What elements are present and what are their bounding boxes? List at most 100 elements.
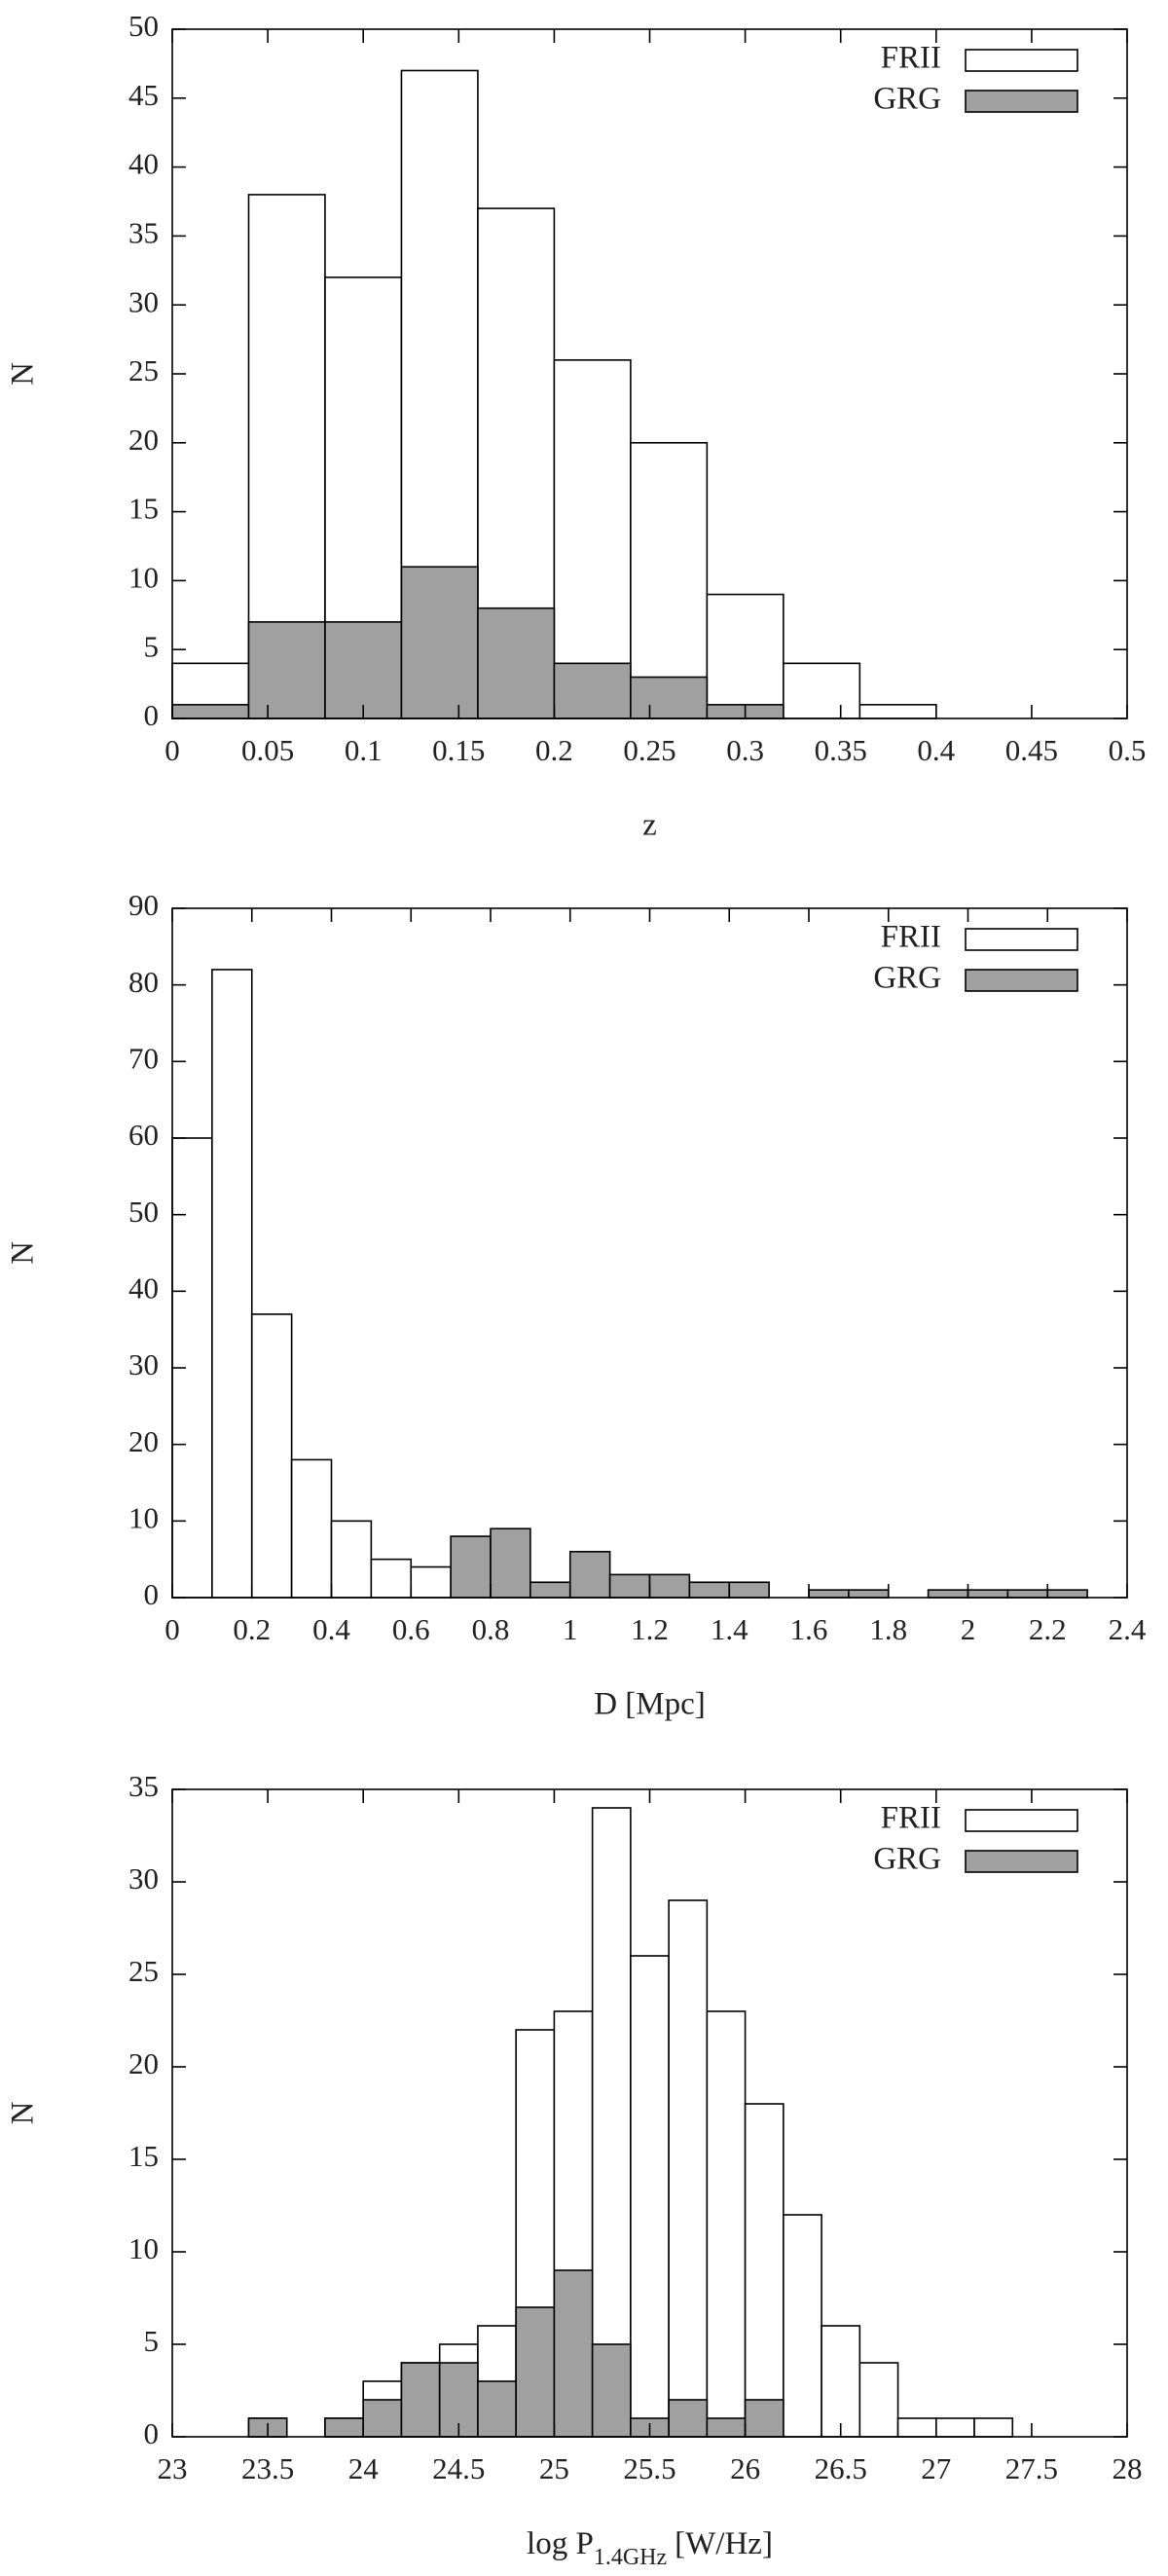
histogram-bar	[568, 1551, 611, 1599]
histogram-bar	[324, 2417, 364, 2438]
y-tick-label: 20	[128, 2046, 159, 2080]
y-tick-label: 50	[128, 1195, 159, 1229]
x-tick-label: 2.2	[1029, 1612, 1067, 1646]
x-tick-label: 1.2	[631, 1612, 669, 1646]
y-tick-label: 30	[128, 1347, 159, 1381]
legend-swatch	[965, 1809, 1078, 1832]
y-tick-label: 10	[128, 2231, 159, 2265]
histogram-bar	[848, 1589, 890, 1599]
legend-swatch	[965, 969, 1078, 992]
x-tick-label: 1	[563, 1612, 578, 1646]
y-tick-label: 15	[128, 2139, 159, 2173]
x-tick-label: 23.5	[241, 2451, 294, 2485]
histogram-bar	[553, 2269, 594, 2438]
histogram-bar	[858, 704, 937, 719]
histogram-bar	[171, 704, 250, 719]
x-tick-label: 0.3	[726, 733, 764, 767]
x-tick-label: 0.25	[623, 733, 675, 767]
histogram-bar	[858, 2362, 899, 2438]
histogram-bar	[668, 2399, 709, 2438]
legend-swatch	[965, 49, 1078, 72]
histogram-bar	[1046, 1589, 1088, 1599]
histogram-bar	[362, 2399, 403, 2438]
histogram-bar	[591, 1807, 632, 2438]
histogram-bar	[896, 2417, 937, 2438]
histogram-bar	[410, 1565, 452, 1599]
y-tick-label: 70	[128, 1041, 159, 1075]
x-tick-label: 0	[164, 1612, 180, 1646]
legend-swatch	[965, 90, 1078, 113]
histogram-bar	[608, 1573, 651, 1599]
x-tick-label: 23	[158, 2451, 188, 2485]
x-tick-label: 27	[921, 2451, 951, 2485]
histogram-bar	[450, 1535, 492, 1599]
legend-swatch	[965, 928, 1078, 951]
y-tick-label: 0	[144, 2416, 160, 2450]
x-tick-label: 0.45	[1005, 733, 1058, 767]
y-tick-label: 30	[128, 284, 159, 318]
x-axis-label: D [Mpc]	[594, 1687, 706, 1722]
x-axis-label-part: [W/Hz]	[675, 2526, 773, 2561]
histogram-bar	[490, 1527, 531, 1599]
y-tick-label: 60	[128, 1118, 159, 1152]
legend-label: FRII	[881, 41, 941, 76]
histogram-bar	[783, 662, 861, 719]
histogram-bar	[591, 2343, 632, 2438]
legend-label: FRII	[881, 920, 941, 955]
x-tick-label: 24	[348, 2451, 380, 2485]
histogram-bar	[1006, 1589, 1049, 1599]
histogram-bar	[630, 676, 709, 719]
histogram-bar	[821, 2325, 861, 2438]
x-tick-label: 1.4	[711, 1612, 748, 1646]
histogram-bar	[706, 2417, 747, 2438]
x-tick-label: 0.2	[535, 733, 573, 767]
histogram-bar	[553, 359, 632, 719]
y-tick-label: 40	[128, 1270, 159, 1305]
histogram-bar	[515, 2306, 556, 2438]
histogram-bar	[744, 2103, 785, 2438]
histogram-bar	[706, 2010, 747, 2438]
histogram-bar	[247, 621, 326, 719]
histogram-bar	[553, 662, 632, 719]
y-tick-label: 5	[144, 629, 160, 663]
y-tick-label: 10	[128, 561, 159, 595]
histogram-bar	[370, 1558, 413, 1599]
y-tick-label: 15	[128, 492, 159, 526]
histogram-bar	[973, 2417, 1014, 2438]
x-tick-label: 0	[164, 733, 180, 767]
y-axis-label: N	[6, 2101, 41, 2124]
histogram-bar	[808, 1589, 850, 1599]
x-tick-label: 1.6	[790, 1612, 828, 1646]
histogram-bar	[400, 2362, 441, 2438]
y-tick-label: 80	[128, 965, 159, 999]
x-tick-label: 0.35	[815, 733, 867, 767]
y-tick-label: 90	[128, 888, 159, 922]
y-tick-label: 5	[144, 2324, 160, 2358]
x-tick-label: 28	[1113, 2451, 1143, 2485]
histogram-bar	[783, 2214, 822, 2438]
histogram-bar	[934, 2417, 975, 2438]
histogram-bar	[706, 593, 785, 719]
y-tick-label: 25	[128, 353, 159, 387]
histogram-bar	[688, 1581, 731, 1599]
y-axis-label: N	[6, 362, 41, 386]
x-tick-label: 0.5	[1109, 733, 1147, 767]
x-tick-label: 0.2	[233, 1612, 271, 1646]
x-tick-label: 25	[539, 2451, 569, 2485]
y-tick-label: 10	[128, 1500, 159, 1534]
x-tick-label: 0.8	[472, 1612, 510, 1646]
y-tick-label: 35	[128, 216, 159, 250]
x-tick-label: 0.4	[917, 733, 955, 767]
x-axis-label: log P1.4GHz [W/Hz]	[527, 2526, 773, 2570]
histogram-bar	[477, 2380, 517, 2438]
histogram-bar	[477, 607, 556, 719]
y-tick-label: 50	[128, 9, 159, 43]
y-tick-label: 40	[128, 147, 159, 181]
histogram-bar	[668, 1899, 709, 2438]
x-tick-label: 24.5	[432, 2451, 485, 2485]
y-axis-label: N	[6, 1241, 41, 1265]
histogram-bar	[211, 969, 253, 1599]
legend-label: GRG	[873, 961, 941, 996]
y-tick-label: 20	[128, 1424, 159, 1458]
